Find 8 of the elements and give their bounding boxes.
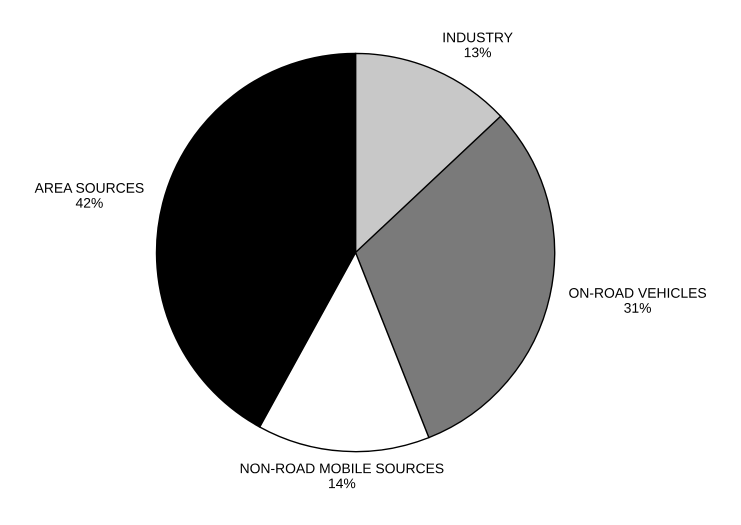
- data-label: 13%: [464, 47, 492, 58]
- slice-label: AREA SOURCES: [34, 183, 144, 193]
- slice-label: NON-ROAD MOBILE SOURCES: [240, 463, 444, 474]
- slice-label: INDUSTRY: [444, 32, 513, 42]
- slice-label: ON-ROAD VEHICLES: [569, 288, 706, 298]
- data-label: 31%: [624, 302, 651, 313]
- data-label: 42%: [76, 198, 103, 208]
- data-label: 14%: [329, 478, 356, 488]
